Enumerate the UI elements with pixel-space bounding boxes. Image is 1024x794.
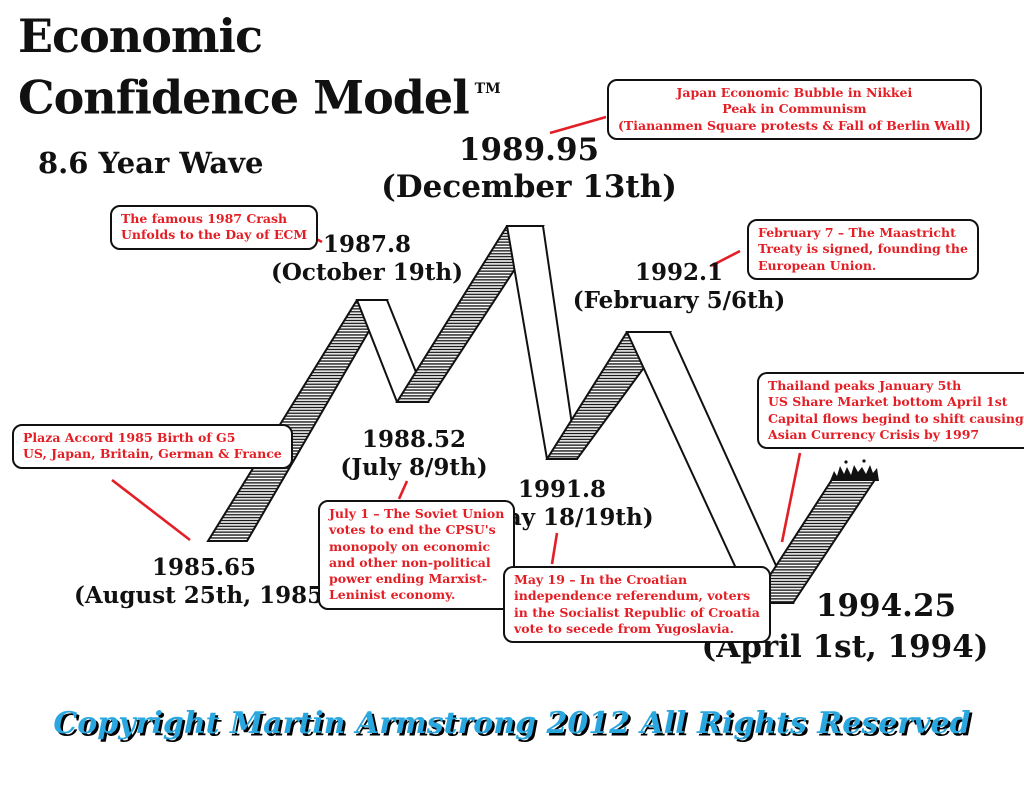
turning-point-date: (October 19th)	[271, 258, 463, 286]
connector-plaza-accord	[111, 478, 191, 542]
connector-thailand	[780, 452, 802, 543]
turning-point-date: (February 5/6th)	[572, 286, 786, 314]
annotation-plaza-accord: Plaza Accord 1985 Birth of G5 US, Japan,…	[12, 424, 293, 469]
annotation-line: May 19 – In the Croatian	[514, 572, 688, 587]
annotation-line: independence referendum, voters	[514, 588, 751, 604]
annotation-line: Peak in Communism	[722, 101, 867, 117]
annotation-maastricht: February 7 – The Maastricht Treaty is si…	[747, 219, 979, 280]
trademark-symbol: TM	[474, 81, 501, 97]
turning-point-value: 1994.25	[815, 588, 957, 624]
annotation-line: and other non-political	[329, 554, 491, 570]
annotation-line: vote to secede from Yugoslavia.	[514, 620, 734, 636]
annotation-line: Capital flows begind to shift causing	[768, 410, 1024, 426]
annotation-japan-bubble: Japan Economic Bubble in Nikkei Peak in …	[607, 79, 982, 140]
turning-point-date: (July 8/9th)	[340, 453, 488, 481]
connector-maastricht	[710, 249, 741, 268]
annotation-line: Treaty is signed, founding the	[758, 241, 968, 257]
turning-point-date: (December 13th)	[381, 169, 677, 206]
wave-subtitle: 8.6 Year Wave	[38, 146, 264, 180]
turning-point-label-1992-1: 1992.1 (February 5/6th)	[573, 259, 786, 314]
annotation-line: Plaza Accord 1985 Birth of G5	[23, 430, 236, 445]
wave-downstroke-1989-1991	[505, 225, 579, 460]
turning-point-value: 1987.8	[322, 231, 412, 258]
annotation-line: monopoly on economic	[329, 538, 491, 554]
turning-point-value: 1989.95	[458, 132, 600, 168]
wave-end-scribble-dot-1	[844, 460, 848, 464]
annotation-line: US, Japan, Britain, German & France	[23, 446, 282, 462]
page-title-line2: Confidence Model TM	[18, 70, 501, 125]
annotation-line: Japan Economic Bubble in Nikkei	[676, 85, 913, 100]
turning-point-date: (August 25th, 1985)	[73, 581, 335, 609]
wave-end-scribble	[830, 465, 879, 481]
wave-end-scribble-dot-2	[862, 459, 866, 463]
connector-japan-bubble	[549, 115, 607, 135]
turning-point-value: 1985.65	[151, 554, 257, 581]
annotation-croatia: May 19 – In the Croatian independence re…	[503, 566, 771, 643]
annotation-line: in the Socialist Republic of Croatia	[514, 604, 760, 620]
annotation-crash-1987: The famous 1987 Crash Unfolds to the Day…	[110, 205, 319, 250]
annotation-line: July 1 – The Soviet Union	[329, 506, 505, 521]
annotation-line: Asian Currency Crisis by 1997	[768, 426, 980, 442]
annotation-thailand: Thailand peaks January 5th US Share Mark…	[757, 372, 1024, 449]
annotation-line: votes to end the CPSU's	[329, 522, 496, 538]
annotation-line: Leninist economy.	[329, 587, 456, 603]
page-title-line1: Economic	[18, 9, 263, 63]
turning-point-value: 1988.52	[361, 426, 467, 453]
annotation-soviet-union: July 1 – The Soviet Union votes to end t…	[318, 500, 516, 610]
turning-point-label-1994-25-value: 1994.25	[816, 588, 956, 625]
turning-point-value: 1992.1	[634, 259, 724, 286]
turning-point-label-1987-8: 1987.8 (October 19th)	[271, 231, 463, 286]
turning-point-label-1985-65: 1985.65 (August 25th, 1985)	[74, 554, 334, 609]
annotation-line: Unfolds to the Day of ECM	[121, 227, 308, 243]
turning-point-label-1989-95: 1989.95 (December 13th)	[381, 132, 677, 206]
annotation-line: (Tiananmen Square protests & Fall of Ber…	[618, 117, 971, 133]
connector-croatia	[550, 532, 559, 565]
copyright-notice: Copyright Martin Armstrong 2012 All Righ…	[53, 706, 971, 741]
annotation-line: European Union.	[758, 257, 877, 273]
annotation-line: Thailand peaks January 5th	[768, 378, 962, 393]
page-title: Economic Confidence Model TM	[18, 8, 501, 126]
annotation-line: US Share Market bottom April 1st	[768, 394, 1008, 410]
turning-point-value: 1991.8	[517, 476, 607, 503]
connector-soviet-union	[397, 480, 409, 500]
turning-point-label-1988-52: 1988.52 (July 8/9th)	[340, 426, 487, 481]
annotation-line: power ending Marxist-	[329, 571, 488, 586]
annotation-line: The famous 1987 Crash	[121, 211, 288, 226]
annotation-line: February 7 – The Maastricht	[758, 225, 956, 240]
